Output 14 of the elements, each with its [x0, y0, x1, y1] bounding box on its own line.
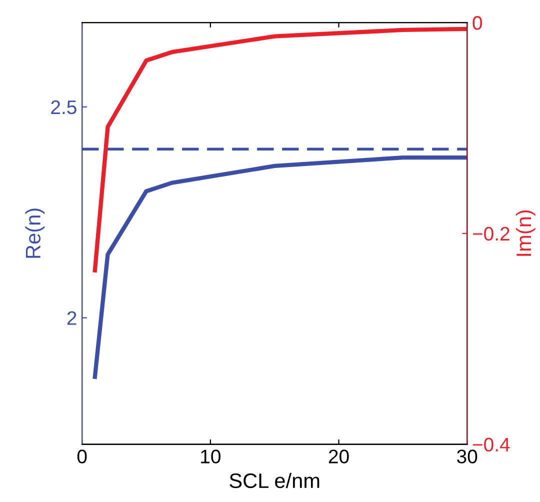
line-series	[92, 155, 468, 379]
x-axis-title: SCL e/nm	[230, 472, 320, 488]
x-tick-label: 30	[457, 450, 478, 464]
x-tick-label: 0	[77, 450, 87, 464]
x-tick-label: 10	[201, 450, 220, 464]
y-axis-title: Re(n)	[25, 208, 45, 258]
y-tick-label: 2.5	[51, 100, 76, 114]
line-series	[92, 26, 468, 272]
y-tick-label: 2	[67, 311, 76, 325]
y2-axis-title: Im(n)	[516, 210, 536, 256]
y2-tick-label: −0.2	[472, 226, 510, 241]
y2-tick-label: 0	[472, 16, 482, 30]
y2-tick-label: −0.4	[472, 438, 510, 452]
x-tick-label: 20	[328, 450, 349, 464]
